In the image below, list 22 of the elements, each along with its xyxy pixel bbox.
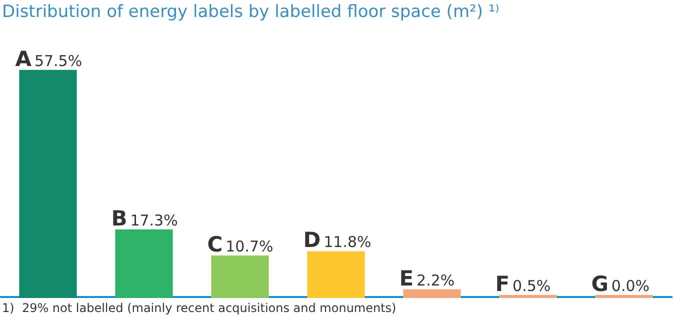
x-tick-label: G bbox=[591, 272, 608, 296]
bar bbox=[19, 70, 77, 298]
chart-title: Distribution of energy labels by labelled floor space (m²) ¹⁾ bbox=[2, 2, 500, 22]
x-tick-label: F bbox=[495, 272, 510, 296]
x-tick-label: E bbox=[399, 266, 414, 290]
x-tick-label: C bbox=[207, 232, 223, 257]
data-label: 11.8% bbox=[324, 233, 372, 252]
bar bbox=[115, 229, 173, 298]
bar bbox=[499, 295, 557, 298]
data-label: 10.7% bbox=[226, 238, 274, 256]
bar bbox=[211, 256, 269, 298]
bar bbox=[307, 251, 365, 298]
data-label: 17.3% bbox=[130, 211, 178, 230]
data-label: 0.0% bbox=[611, 277, 650, 295]
x-tick-label: D bbox=[303, 228, 321, 252]
bar bbox=[403, 289, 461, 298]
data-label: 2.2% bbox=[416, 271, 455, 290]
text: 1) 29% not labelled (mainly recent acquisitions and monuments) bbox=[2, 301, 396, 315]
data-label: 57.5% bbox=[34, 52, 82, 70]
data-label: 0.5% bbox=[512, 277, 551, 295]
x-tick-label: A bbox=[15, 46, 32, 71]
x-tick-label: B bbox=[111, 206, 128, 230]
